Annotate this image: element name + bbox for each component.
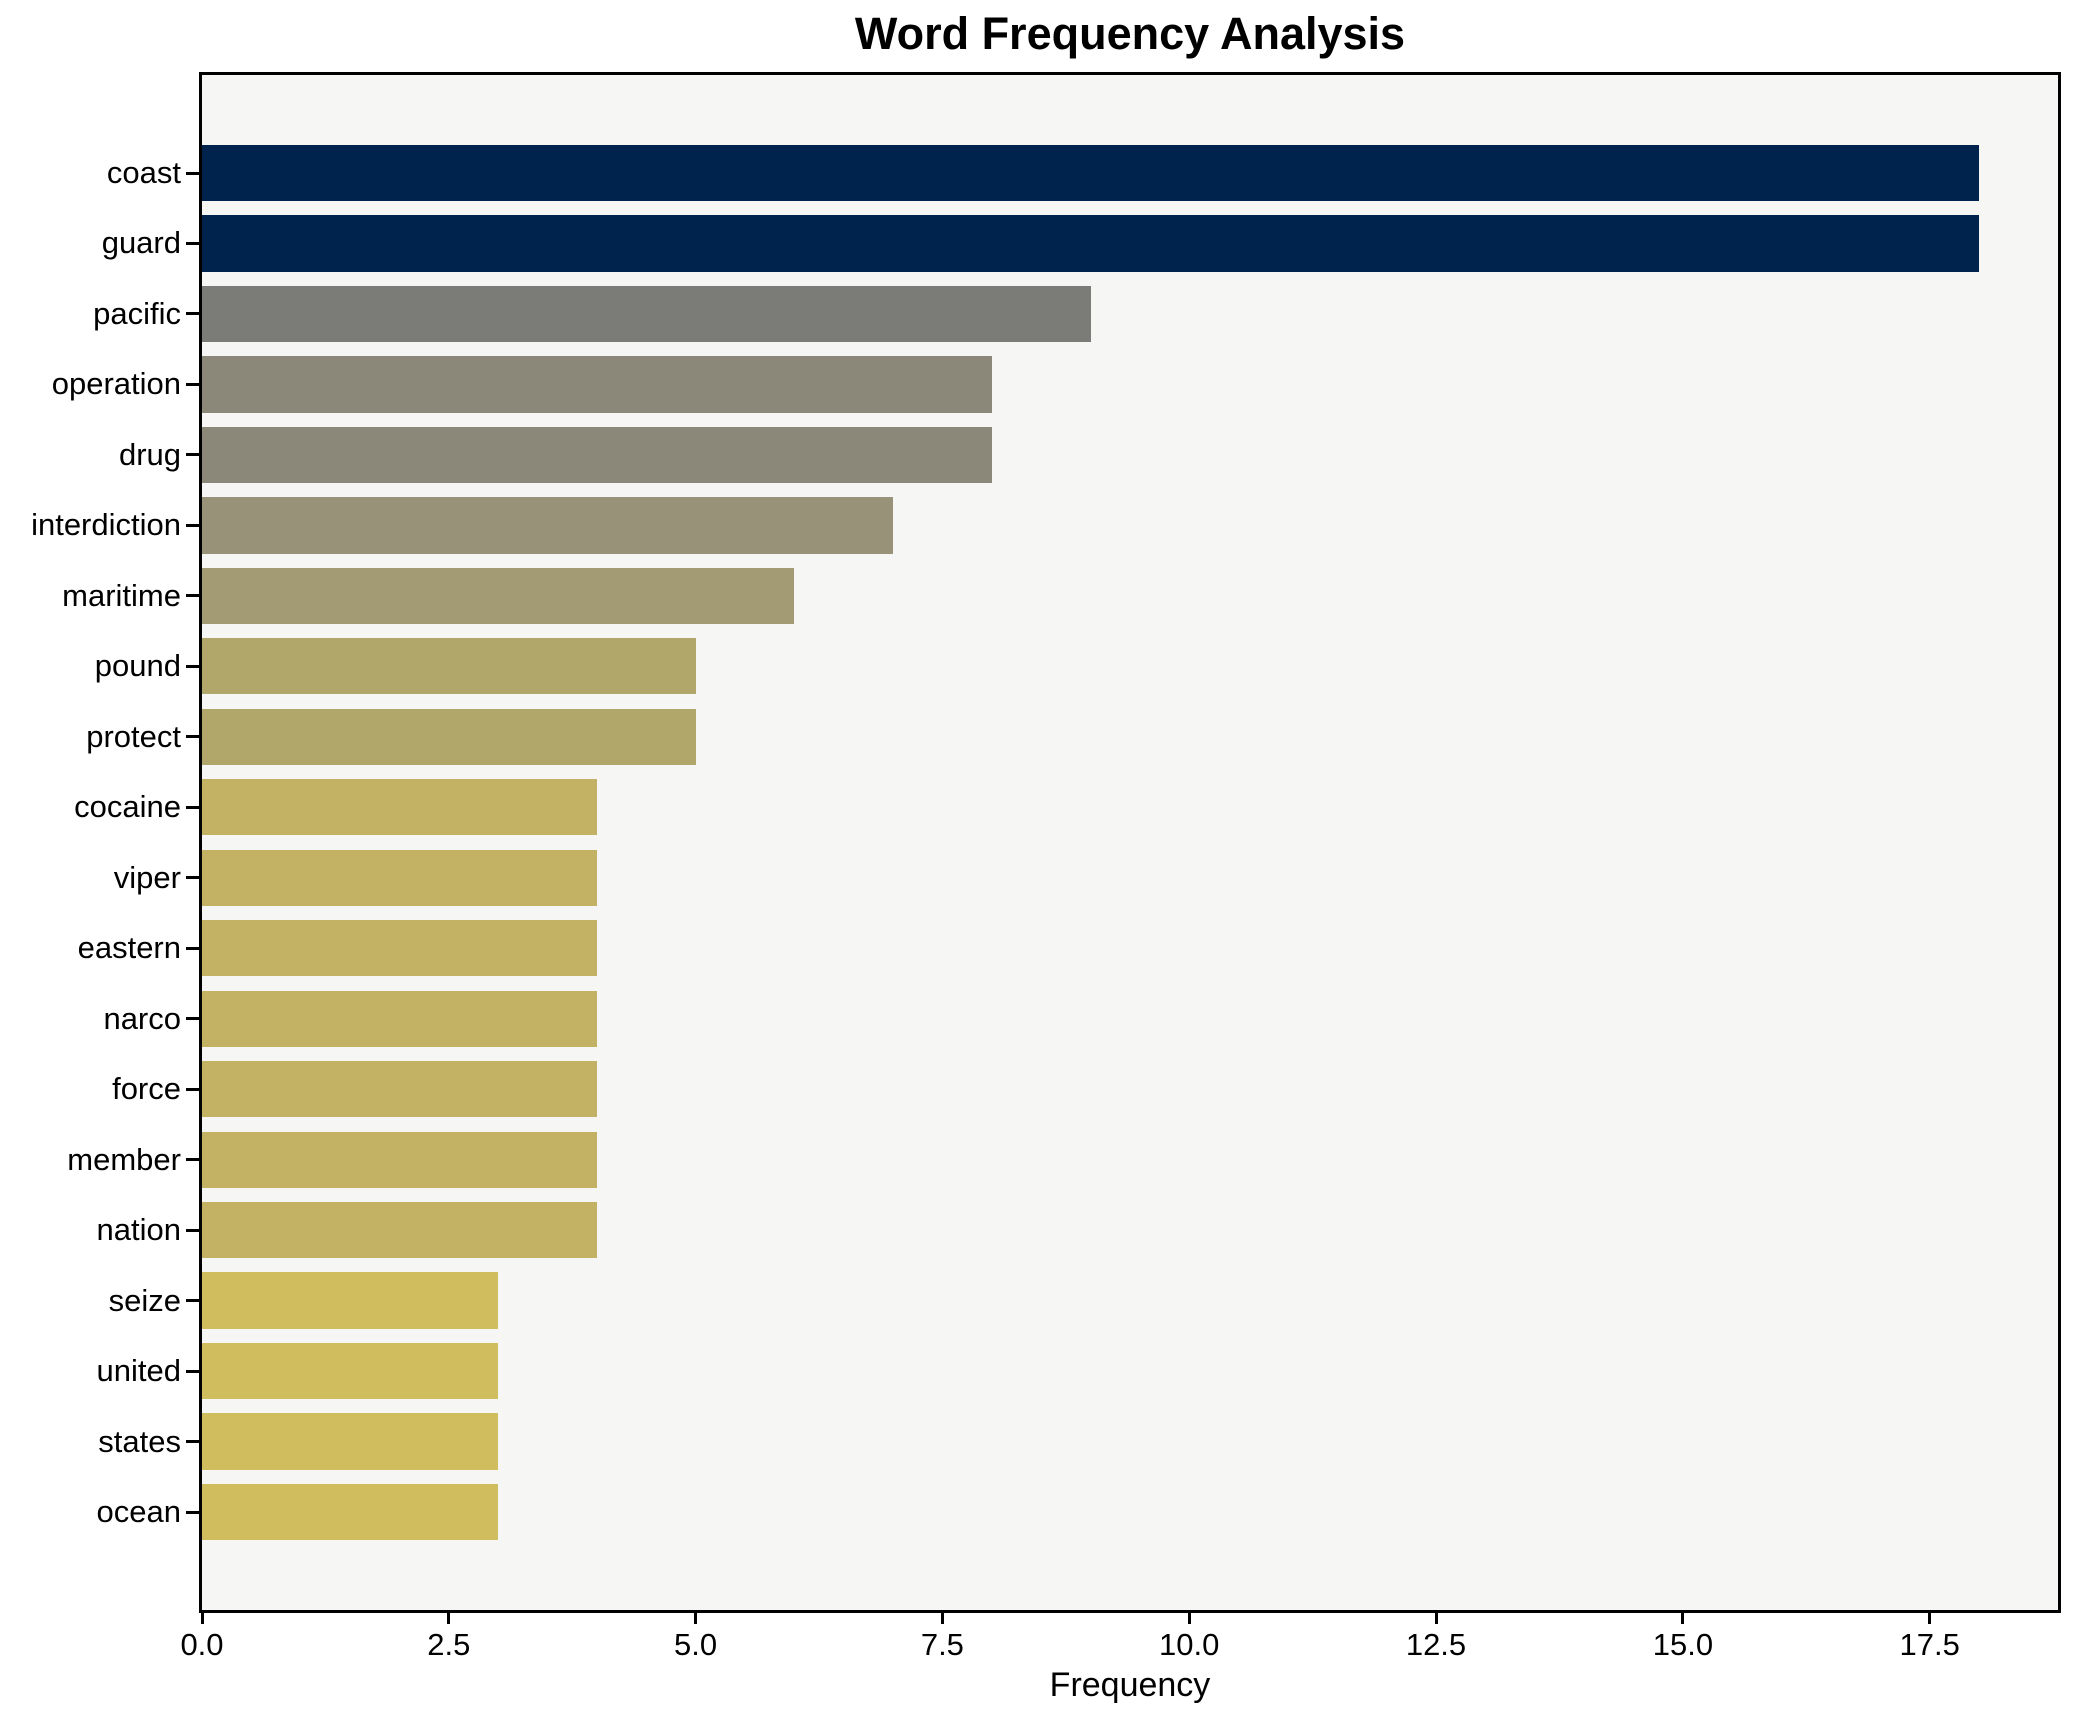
x-tick-5.0 xyxy=(694,1613,698,1624)
x-tick-label-15.0: 15.0 xyxy=(1652,1627,1714,1662)
y-axis-label-viper: viper xyxy=(113,859,181,895)
x-tick-label-17.5: 17.5 xyxy=(1899,1627,1960,1662)
x-axis-label: Frequency xyxy=(1049,1666,1211,1704)
bar-narco xyxy=(202,990,597,1047)
x-tick-label-2.5: 2.5 xyxy=(427,1627,471,1662)
y-axis-label-states: states xyxy=(98,1423,181,1459)
y-tick-coast xyxy=(186,171,199,175)
y-tick-ocean xyxy=(186,1510,199,1514)
chart-title: Word Frequency Analysis xyxy=(854,8,1406,59)
bar-pound xyxy=(202,638,696,695)
y-axis-label-protect: protect xyxy=(86,718,181,754)
y-axis-label-force: force xyxy=(112,1071,181,1107)
y-tick-maritime xyxy=(186,594,199,598)
x-tick-label-12.5: 12.5 xyxy=(1405,1627,1467,1662)
y-tick-pacific xyxy=(186,312,199,316)
bar-ocean xyxy=(202,1483,499,1541)
bar-force xyxy=(202,1061,597,1118)
bar-eastern xyxy=(202,920,597,977)
bar-united xyxy=(202,1342,499,1400)
y-tick-guard xyxy=(186,241,199,245)
y-axis-label-united: united xyxy=(96,1353,181,1389)
bar-seize xyxy=(202,1272,499,1329)
y-tick-protect xyxy=(186,735,199,739)
x-tick-label-7.5: 7.5 xyxy=(920,1627,964,1662)
y-tick-united xyxy=(186,1369,199,1373)
bar-viper xyxy=(202,849,597,906)
y-axis-label-ocean: ocean xyxy=(96,1494,181,1529)
x-tick-12.5 xyxy=(1434,1613,1438,1624)
x-tick-label-0.0: 0.0 xyxy=(180,1627,224,1662)
y-tick-pound xyxy=(186,664,199,668)
bar-interdiction xyxy=(202,497,894,554)
bar-guard xyxy=(202,215,1979,272)
bar-operation xyxy=(202,356,992,413)
bar-states xyxy=(202,1413,499,1470)
x-tick-10.0 xyxy=(1187,1613,1191,1624)
y-tick-operation xyxy=(186,382,199,386)
y-axis-label-seize: seize xyxy=(108,1282,181,1318)
y-tick-states xyxy=(186,1440,199,1444)
y-tick-interdiction xyxy=(186,523,199,527)
y-tick-nation xyxy=(186,1228,199,1232)
y-axis-label-eastern: eastern xyxy=(77,930,181,966)
y-tick-force xyxy=(186,1087,199,1091)
y-axis-label-member: member xyxy=(67,1141,181,1177)
y-tick-viper xyxy=(186,876,199,880)
y-tick-eastern xyxy=(186,946,199,950)
bar-drug xyxy=(202,426,992,484)
y-axis-label-interdiction: interdiction xyxy=(31,507,181,543)
x-tick-2.5 xyxy=(447,1613,451,1624)
y-axis-label-maritime: maritime xyxy=(62,577,181,613)
y-tick-seize xyxy=(186,1299,199,1303)
x-tick-0.0 xyxy=(200,1613,204,1624)
bar-protect xyxy=(202,708,696,765)
y-tick-drug xyxy=(186,453,199,457)
y-axis-label-operation: operation xyxy=(51,366,181,402)
y-axis-label-nation: nation xyxy=(96,1212,181,1248)
x-tick-label-10.0: 10.0 xyxy=(1159,1627,1220,1662)
y-axis-label-guard: guard xyxy=(101,225,181,261)
bar-member xyxy=(202,1131,597,1188)
plot-area: coast guard pacific operation drug interdicti… xyxy=(31,72,2061,1662)
y-tick-cocaine xyxy=(186,805,199,809)
bar-maritime xyxy=(202,567,795,624)
y-axis-label-drug: drug xyxy=(118,436,181,472)
bar-cocaine xyxy=(202,779,597,836)
bar-coast xyxy=(202,144,1979,202)
bar-nation xyxy=(202,1201,597,1259)
y-axis-label-cocaine: cocaine xyxy=(74,789,181,825)
y-tick-narco xyxy=(186,1017,199,1021)
x-tick-7.5 xyxy=(940,1613,944,1624)
y-axis-label-pound: pound xyxy=(94,648,181,684)
x-tick-15.0 xyxy=(1681,1613,1685,1624)
bar-pacific xyxy=(202,285,1091,343)
y-axis-label-pacific: pacific xyxy=(93,295,181,331)
y-tick-member xyxy=(186,1158,199,1162)
y-axis-label-narco: narco xyxy=(103,1000,181,1036)
x-tick-label-5.0: 5.0 xyxy=(674,1627,718,1662)
y-axis-label-coast: coast xyxy=(106,155,181,190)
x-tick-17.5 xyxy=(1928,1613,1932,1624)
